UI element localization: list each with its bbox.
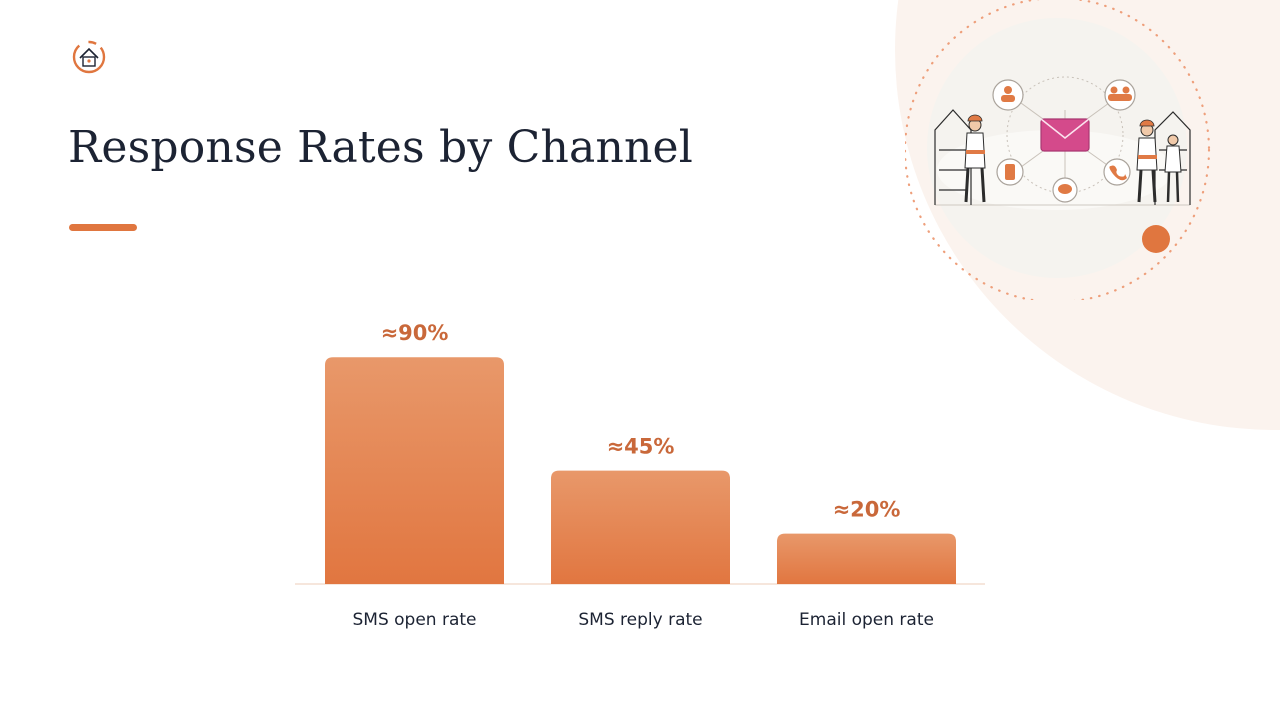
category-label-1: SMS reply rate [578,610,702,630]
bar-2 [777,533,956,584]
worker-left-figure [964,114,986,203]
workers-communication-network-illustration [905,0,1211,300]
data-label-2: ≈20% [833,498,901,522]
worker-right-figure [1136,119,1182,203]
data-label-0: ≈90% [381,321,449,345]
house-circle-logo-icon [72,40,106,74]
data-label-1: ≈45% [607,435,675,459]
bar-0 [325,357,504,584]
category-label-0: SMS open rate [352,610,476,630]
orange-dot-icon [1142,225,1170,253]
category-label-2: Email open rate [799,610,934,630]
page-title: Response Rates by Channel [68,122,694,173]
bar-1 [551,470,730,584]
title-accent-bar [69,224,137,231]
